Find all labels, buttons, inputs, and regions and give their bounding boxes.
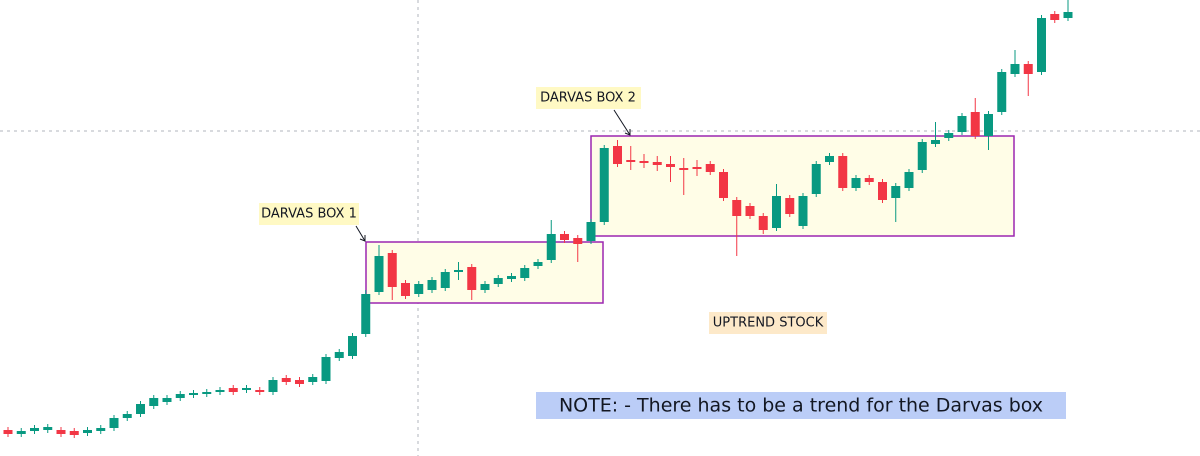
candle-body	[692, 167, 702, 169]
candle-body	[533, 262, 543, 266]
note-bg	[536, 392, 1066, 419]
label-bg	[259, 203, 359, 225]
candle-body	[613, 146, 622, 164]
candle-body	[387, 253, 397, 287]
candle-body	[401, 283, 410, 296]
candle-body	[136, 404, 145, 414]
candle-body	[626, 160, 636, 162]
candles	[3, 0, 1073, 438]
candle-body	[772, 196, 781, 228]
candle-body	[864, 178, 874, 182]
candle-body	[480, 284, 490, 290]
candle-body	[56, 430, 66, 434]
candle-body	[851, 178, 861, 188]
candle-body	[507, 276, 516, 279]
label-bg	[709, 312, 827, 334]
candle-body	[798, 196, 808, 226]
candle-body	[374, 256, 384, 292]
candle-body	[904, 172, 914, 188]
candle-body	[414, 284, 424, 294]
candle-body	[83, 430, 92, 433]
candle-body	[838, 156, 848, 188]
candle-body	[242, 388, 251, 390]
candle-body	[705, 164, 715, 172]
candle-body	[122, 414, 132, 418]
candle-body	[666, 164, 675, 167]
arrow-head	[624, 129, 631, 136]
candle-body	[454, 270, 463, 272]
candle-body	[215, 390, 225, 392]
arrow	[355, 225, 366, 242]
candle-body	[281, 378, 291, 382]
candle-body	[348, 336, 357, 356]
candle-body	[931, 140, 940, 144]
candle-body	[427, 280, 437, 290]
candle-body	[162, 398, 172, 402]
arrow	[613, 109, 631, 136]
candle-body	[1037, 18, 1046, 72]
candle-body	[175, 394, 185, 398]
candle-body	[719, 172, 728, 198]
candle-body	[679, 168, 689, 170]
box1-label: DARVAS BOX 1	[261, 207, 357, 222]
candle-body	[891, 186, 901, 198]
candle-body	[599, 148, 609, 222]
candle-body	[785, 198, 795, 214]
candle-body	[944, 133, 954, 138]
candle-body	[546, 234, 556, 260]
candle-body	[1063, 12, 1073, 18]
label-bg	[536, 87, 641, 109]
candle-body	[520, 268, 530, 278]
candle-body	[69, 431, 79, 435]
candle-body	[109, 418, 119, 428]
candle-body	[3, 430, 13, 434]
candle-body	[361, 294, 371, 334]
candle-body	[957, 116, 967, 132]
candle-body	[639, 161, 649, 163]
candle-body	[321, 357, 331, 381]
candle-body	[970, 112, 980, 136]
candle-body	[16, 431, 26, 434]
box2-label: DARVAS BOX 2	[540, 91, 636, 106]
candle-body	[758, 216, 768, 230]
candle-body	[440, 272, 450, 288]
candle-body	[878, 182, 887, 200]
candle-body	[586, 222, 596, 241]
candle-body	[295, 380, 304, 384]
candle-body	[825, 156, 834, 162]
candle-body	[149, 398, 159, 406]
candle-body	[732, 200, 742, 216]
candle-body	[917, 142, 927, 170]
candle-body	[493, 278, 503, 284]
candle-body	[308, 377, 318, 382]
candle-body	[228, 388, 238, 392]
candle-body	[30, 428, 39, 431]
trend-label: UPTREND STOCK	[713, 316, 824, 331]
candle-body	[43, 427, 53, 430]
note: NOTE: - There has to be a trend for the …	[559, 395, 1043, 417]
candle-body	[560, 234, 569, 240]
candle-body	[1050, 14, 1060, 20]
candle-body	[334, 352, 344, 358]
candle-body	[1010, 64, 1020, 74]
candle-body	[202, 392, 212, 394]
candle-body	[984, 114, 993, 136]
candle-body	[1023, 64, 1033, 74]
candle-body	[467, 267, 477, 290]
candle-body	[268, 380, 278, 392]
candle-body	[96, 428, 106, 431]
candle-body	[997, 72, 1007, 112]
candle-body	[745, 206, 755, 216]
candle-body	[189, 393, 198, 395]
candle-body	[255, 390, 265, 392]
arrow-head	[359, 235, 366, 242]
candle-body	[652, 162, 662, 165]
candle-body	[811, 164, 821, 194]
candle-body	[573, 238, 583, 244]
